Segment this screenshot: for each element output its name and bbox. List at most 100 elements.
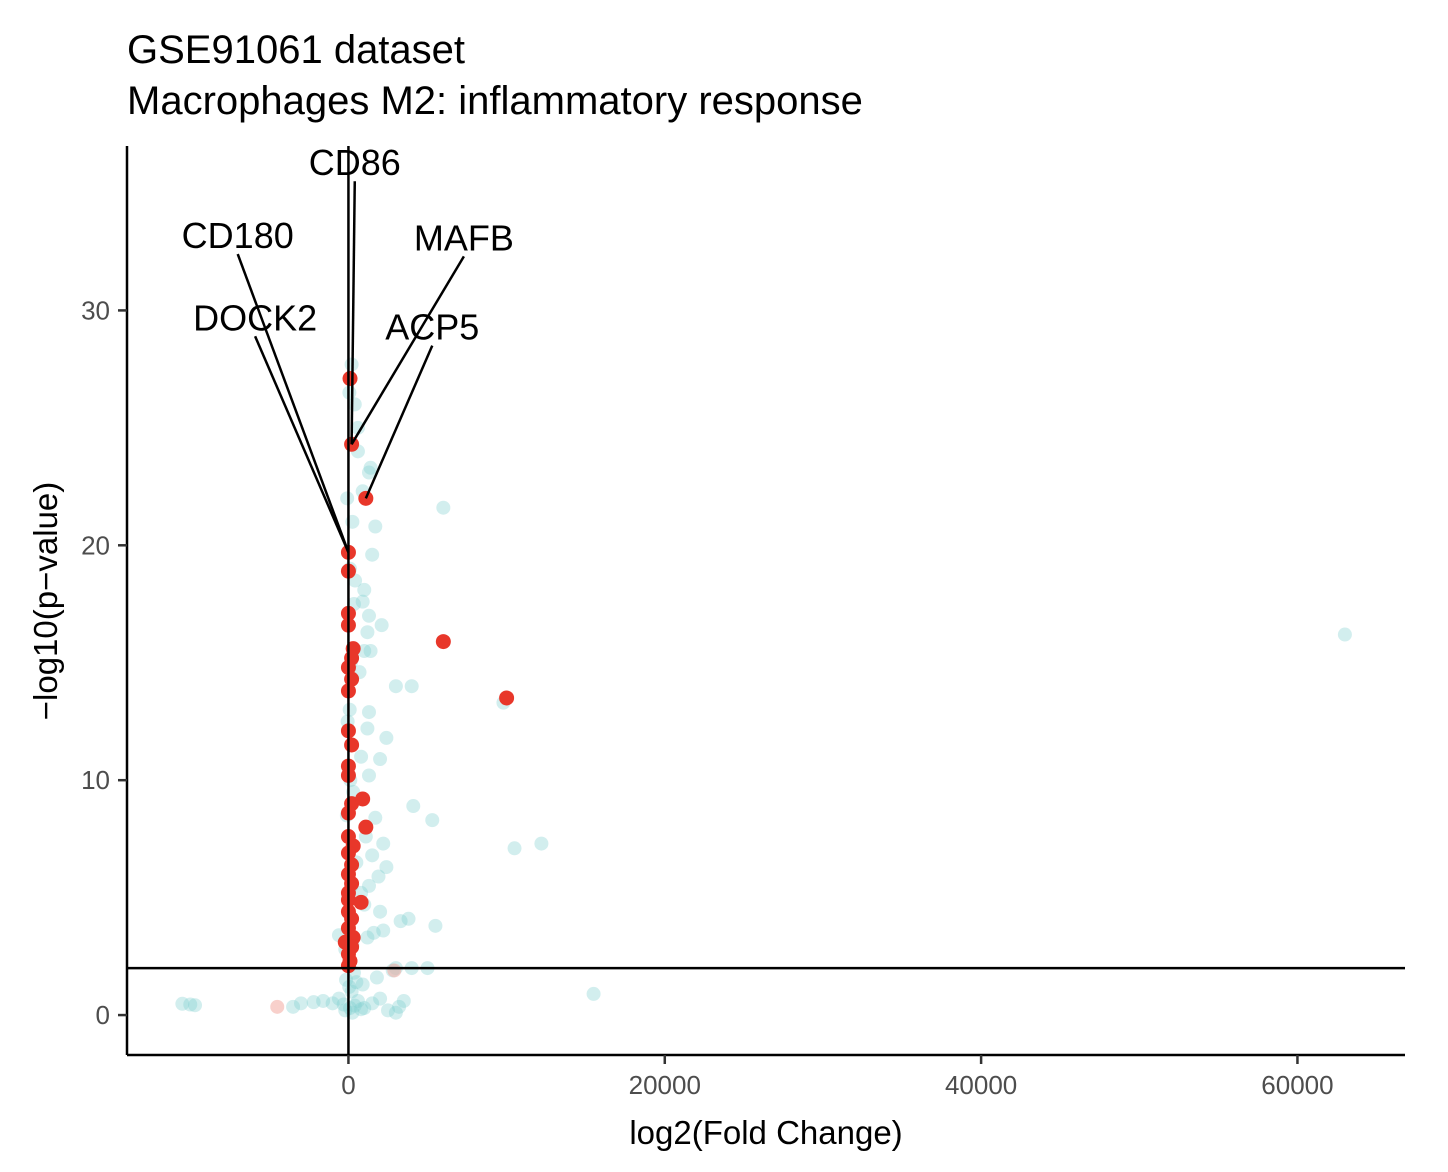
background-point [350, 420, 365, 435]
background-point [340, 491, 355, 506]
gene-label: CD86 [309, 142, 401, 183]
y-tick-label: 0 [96, 1000, 110, 1030]
axes: 0 20000 40000 60000 0 10 20 30 [81, 146, 1405, 1100]
background-point [371, 869, 386, 884]
background-point [404, 679, 419, 694]
gene-label: CD180 [182, 215, 294, 256]
background-point [342, 702, 357, 717]
points-layer [175, 357, 1352, 1020]
faint-highlight-point [387, 963, 402, 978]
background-point [586, 986, 601, 1001]
background-point [393, 914, 408, 929]
background-point [331, 991, 346, 1006]
background-point [354, 1002, 369, 1017]
background-point [363, 460, 378, 475]
background-point [534, 836, 549, 851]
background-point [360, 625, 375, 640]
background-point [360, 721, 375, 736]
background-point [286, 999, 301, 1014]
background-point [376, 923, 391, 938]
background-point [361, 768, 376, 783]
x-tick-label: 0 [341, 1070, 355, 1100]
background-point [361, 608, 376, 623]
background-point [428, 918, 443, 933]
background-point [369, 970, 384, 985]
y-axis-title: −log10(p−value) [27, 482, 64, 721]
background-point [350, 993, 365, 1008]
highlight-point [353, 894, 369, 910]
background-point [363, 644, 378, 658]
background-point [355, 977, 370, 992]
x-axis-title: log2(Fold Change) [629, 1114, 902, 1151]
annotation-leader-line [364, 345, 434, 499]
background-point [425, 813, 440, 828]
annotation-leader-line [236, 253, 350, 553]
background-point [347, 998, 362, 1013]
annotation-leader-line [253, 335, 350, 553]
background-point [365, 996, 380, 1011]
background-point [392, 999, 407, 1014]
background-point [357, 1001, 372, 1016]
gene-annotations: CD86 CD180 MAFB DOCK2 ACP5 [182, 142, 514, 553]
highlight-point [342, 371, 358, 387]
background-point [379, 730, 394, 745]
gene-label: ACP5 [385, 307, 479, 348]
annotation-leader-line [350, 255, 465, 445]
background-point [316, 993, 331, 1008]
background-point [379, 860, 394, 875]
background-point [188, 998, 203, 1013]
chart-subtitle: Macrophages M2: inflammatory response [127, 79, 863, 123]
chart-title: GSE91061 dataset [127, 28, 465, 72]
background-point [396, 993, 411, 1008]
x-tick-label: 40000 [945, 1070, 1017, 1100]
background-point [183, 997, 198, 1012]
highlight-point [435, 634, 451, 650]
y-tick-label: 10 [81, 765, 110, 795]
x-tick-label: 60000 [1261, 1070, 1333, 1100]
background-point [366, 925, 381, 940]
background-point [406, 799, 421, 814]
background-point [365, 547, 380, 562]
background-point [361, 705, 376, 720]
background-point [306, 995, 321, 1010]
background-point [373, 904, 388, 919]
annotation-leader-line [350, 181, 357, 445]
background-point [349, 975, 364, 990]
background-point [325, 996, 340, 1011]
background-point [368, 519, 383, 534]
x-tick-label: 20000 [629, 1070, 701, 1100]
background-point [361, 465, 376, 480]
background-point [388, 1005, 403, 1020]
background-point [374, 618, 389, 633]
background-point [175, 996, 190, 1011]
background-point [360, 930, 375, 945]
gene-label: DOCK2 [193, 297, 317, 338]
background-point [401, 911, 416, 926]
background-point [373, 752, 388, 767]
background-point [507, 841, 522, 856]
background-point [376, 836, 391, 851]
background-point [357, 582, 372, 597]
highlight-point [344, 737, 360, 753]
background-point [355, 594, 370, 609]
y-tick-label: 20 [81, 530, 110, 560]
background-point [436, 500, 451, 515]
background-point [373, 991, 388, 1006]
faint-highlight-point [270, 999, 285, 1014]
background-point [357, 644, 372, 658]
background-point [388, 679, 403, 694]
gene-label: MAFB [414, 217, 514, 258]
background-point [361, 878, 376, 893]
highlight-point [358, 819, 374, 835]
background-point [354, 749, 369, 764]
y-tick-label: 30 [81, 295, 110, 325]
highlight-point [499, 690, 515, 706]
background-point [368, 810, 383, 825]
background-point [1337, 627, 1352, 642]
reference-lines [127, 146, 1405, 1055]
highlight-point [355, 791, 371, 807]
background-point [380, 1003, 395, 1018]
background-point [365, 848, 380, 863]
background-point [343, 1001, 358, 1016]
